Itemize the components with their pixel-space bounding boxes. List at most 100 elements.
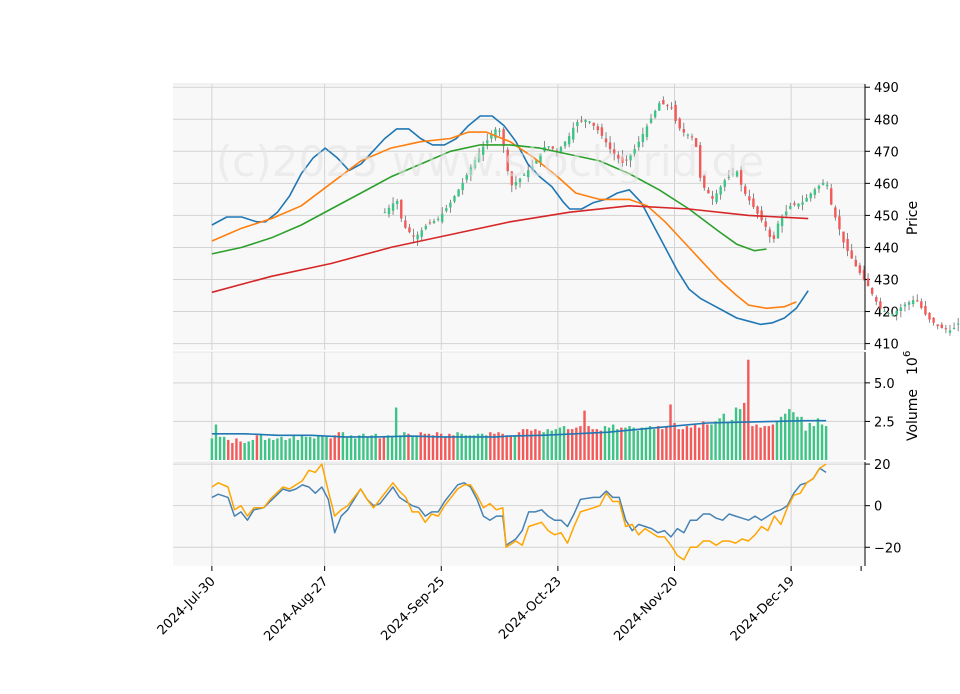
volume-ma-line	[211, 419, 827, 438]
x-tick-label: 2024-Oct-23	[496, 574, 564, 642]
candle-body	[580, 120, 583, 122]
volume-bar	[718, 418, 721, 460]
volume-bar	[644, 427, 648, 460]
volume-bar	[657, 426, 660, 460]
sma_slow-line	[211, 144, 767, 255]
oscillator-panel: −20 0 20	[173, 458, 901, 566]
price-axis-tick-label: 440	[874, 241, 899, 256]
x-tick-label: 2024-Sep-25	[378, 574, 448, 644]
candle-body	[588, 121, 591, 123]
volume-bar	[489, 432, 492, 460]
volume-bar	[796, 416, 799, 460]
candle-body	[948, 330, 952, 333]
volume-bar	[304, 436, 308, 460]
volume-bar	[329, 438, 332, 460]
candle-body	[486, 140, 489, 144]
volume-bar	[218, 436, 222, 460]
volume-bar	[693, 424, 697, 460]
candle-body	[838, 216, 841, 230]
candle-body	[510, 171, 514, 186]
volume-bar	[243, 443, 246, 460]
candle-body	[649, 118, 653, 123]
candle-body	[473, 159, 477, 168]
volume-bar	[497, 432, 500, 460]
candle-body	[559, 147, 563, 154]
candle-body	[531, 165, 534, 170]
candle-body	[768, 229, 772, 237]
candle-body	[711, 195, 714, 199]
candle-body	[879, 301, 882, 309]
volume-bar	[788, 409, 791, 460]
volume-bar	[337, 432, 341, 460]
candle-body	[682, 129, 686, 133]
candle-body	[842, 231, 845, 243]
oscillator-axis-tick-label: 20	[874, 458, 891, 473]
candle-body	[850, 250, 853, 259]
candle-body	[494, 129, 497, 139]
candle-body	[903, 304, 907, 307]
x-tick-label: 2024-Aug-27	[261, 574, 331, 644]
candle-body	[932, 317, 935, 323]
volume-bar	[632, 427, 635, 460]
candle-body	[870, 287, 874, 294]
volume-bar	[276, 438, 279, 460]
candle-body	[735, 171, 739, 177]
candle-body	[895, 310, 898, 315]
volume-bar	[296, 439, 300, 460]
volume-bar	[726, 422, 730, 460]
volume-bar	[390, 436, 394, 460]
candle-body	[940, 324, 943, 329]
candle-body	[551, 146, 554, 149]
candle-body	[469, 167, 473, 176]
volume-bar	[714, 421, 717, 460]
volume-bar	[685, 426, 689, 460]
candle-body	[858, 265, 862, 273]
candles	[383, 96, 960, 336]
volume-bar	[738, 409, 742, 460]
volume-bar	[624, 427, 627, 460]
candle-body	[944, 328, 948, 330]
candle-body	[936, 324, 939, 327]
candle-body	[739, 169, 743, 185]
volume-axis-label-group: Volume 10 6	[902, 351, 921, 441]
volume-bar	[759, 427, 762, 460]
volume-bar	[362, 433, 365, 460]
candle-body	[477, 153, 481, 162]
price-axis-tick-label: 410	[874, 338, 899, 353]
volume-bar	[227, 439, 230, 460]
candle-body	[698, 145, 702, 178]
volume-bar	[382, 436, 386, 460]
volume-bar	[681, 429, 685, 460]
candle-body	[629, 154, 632, 161]
volume-bar	[222, 436, 226, 460]
volume-bar	[411, 436, 414, 460]
volume-bar	[419, 432, 422, 460]
volume-bar	[448, 433, 451, 460]
candle-body	[952, 327, 956, 329]
candle-body	[653, 110, 657, 118]
volume-bar	[665, 426, 668, 460]
volume-bar	[513, 435, 517, 460]
candle-body	[387, 207, 391, 214]
volume-bar	[648, 426, 652, 460]
volume-bar	[640, 427, 644, 460]
candle-body	[506, 149, 509, 172]
volume-bar	[566, 429, 570, 460]
volume-bar	[464, 435, 467, 460]
volume-bar	[599, 430, 603, 460]
volume-bar	[468, 435, 472, 460]
volume-bar	[444, 436, 447, 460]
volume-bar	[575, 427, 578, 460]
volume-bar	[546, 429, 549, 460]
volume-bar	[607, 427, 611, 460]
volume-bar	[542, 432, 545, 460]
osc_a-line	[211, 467, 827, 546]
volume-bar	[808, 422, 811, 460]
oscillator-axis-tick-label: 0	[874, 500, 882, 515]
volume-bar	[652, 429, 656, 460]
candle-body	[514, 181, 518, 186]
candle-body	[715, 193, 718, 203]
x-tick-label: 2024-Jul-30	[155, 574, 219, 638]
candle-body	[817, 185, 821, 189]
volume-bar	[673, 422, 676, 460]
